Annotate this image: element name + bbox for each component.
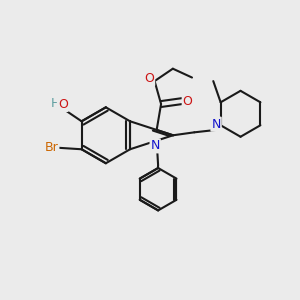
Text: O: O: [183, 94, 193, 108]
Text: H: H: [50, 97, 60, 110]
Text: Br: Br: [45, 141, 58, 154]
Text: O: O: [58, 98, 68, 111]
Text: N: N: [212, 118, 221, 130]
Text: N: N: [151, 140, 160, 152]
Text: O: O: [144, 72, 154, 85]
